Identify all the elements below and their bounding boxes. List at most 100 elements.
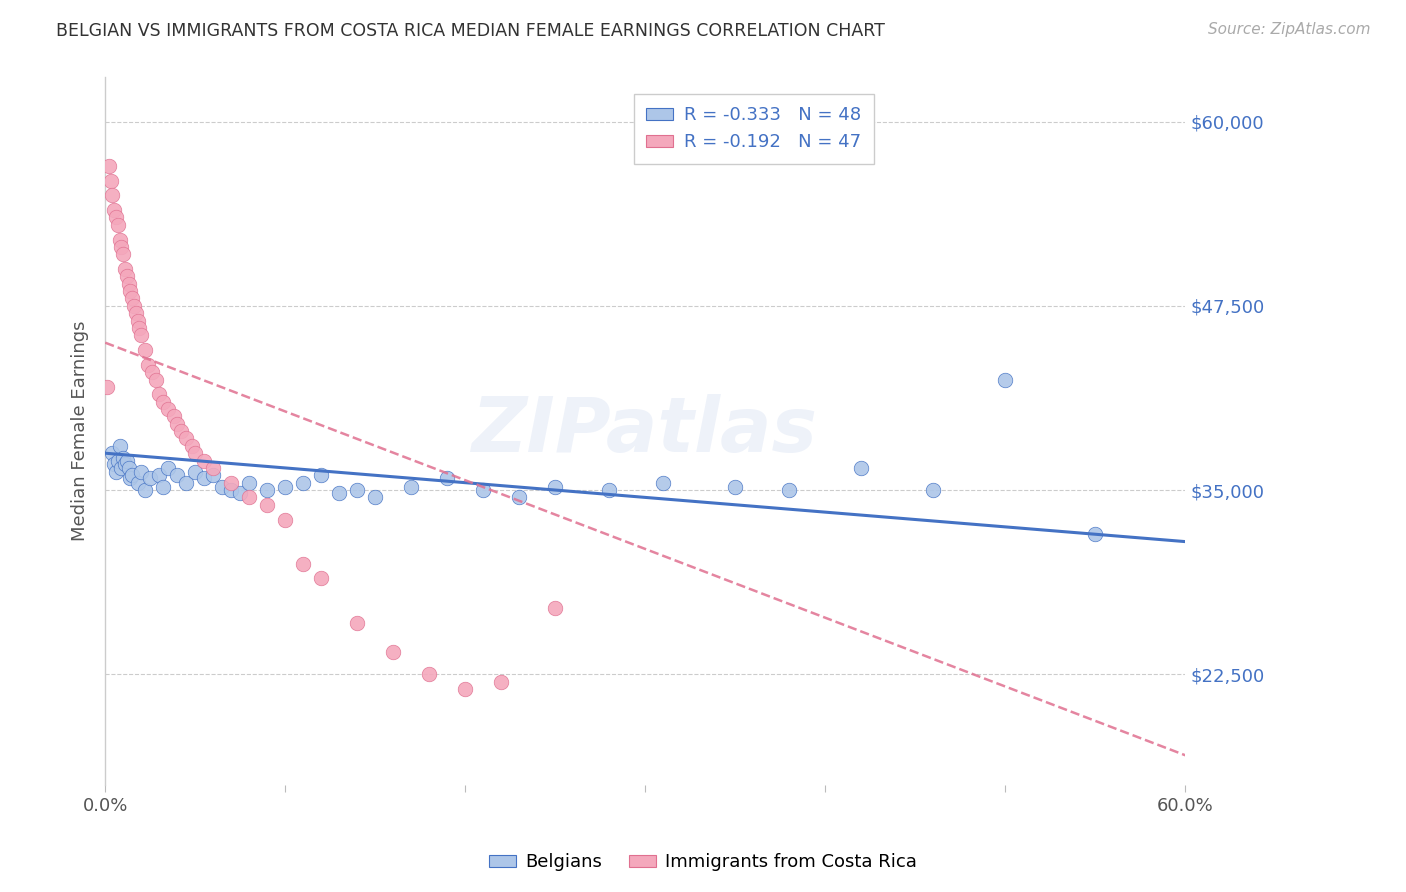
Point bbox=[238, 475, 260, 490]
Point bbox=[120, 284, 142, 298]
Point bbox=[114, 262, 136, 277]
Point bbox=[184, 466, 207, 480]
Point bbox=[121, 292, 143, 306]
Legend: Belgians, Immigrants from Costa Rica: Belgians, Immigrants from Costa Rica bbox=[482, 847, 924, 879]
Point bbox=[256, 483, 278, 497]
Point bbox=[382, 645, 405, 659]
Point bbox=[122, 299, 145, 313]
Point bbox=[115, 269, 138, 284]
Point bbox=[125, 306, 148, 320]
Point bbox=[219, 483, 242, 497]
Point bbox=[121, 468, 143, 483]
Point bbox=[508, 491, 530, 505]
Point bbox=[100, 173, 122, 187]
Point bbox=[274, 512, 297, 526]
Point bbox=[170, 424, 193, 438]
Point bbox=[174, 432, 197, 446]
Point bbox=[114, 457, 136, 471]
Point bbox=[110, 240, 132, 254]
Point bbox=[117, 277, 139, 291]
Point bbox=[145, 372, 167, 386]
Point bbox=[138, 358, 160, 372]
Point bbox=[134, 483, 156, 497]
Point bbox=[107, 453, 129, 467]
Point bbox=[108, 233, 131, 247]
Text: ZIPatlas: ZIPatlas bbox=[472, 394, 818, 468]
Point bbox=[105, 211, 128, 225]
Point bbox=[346, 483, 368, 497]
Point bbox=[148, 387, 170, 401]
Point bbox=[454, 681, 477, 696]
Point bbox=[162, 409, 184, 424]
Point bbox=[152, 394, 174, 409]
Point bbox=[127, 475, 149, 490]
Point bbox=[193, 471, 215, 485]
Point bbox=[418, 667, 440, 681]
Point bbox=[219, 475, 242, 490]
Text: BELGIAN VS IMMIGRANTS FROM COSTA RICA MEDIAN FEMALE EARNINGS CORRELATION CHART: BELGIAN VS IMMIGRANTS FROM COSTA RICA ME… bbox=[56, 22, 886, 40]
Point bbox=[112, 247, 135, 261]
Point bbox=[922, 483, 945, 497]
Point bbox=[139, 471, 162, 485]
Point bbox=[166, 468, 188, 483]
Point bbox=[157, 461, 180, 475]
Point bbox=[1084, 527, 1107, 541]
Point bbox=[96, 380, 118, 394]
Point bbox=[309, 571, 332, 585]
Point bbox=[108, 439, 131, 453]
Point bbox=[994, 372, 1017, 386]
Point bbox=[202, 468, 225, 483]
Point bbox=[274, 480, 297, 494]
Point bbox=[238, 491, 260, 505]
Point bbox=[117, 461, 139, 475]
Point bbox=[129, 328, 152, 343]
Point bbox=[544, 601, 567, 615]
Point bbox=[101, 446, 124, 460]
Text: Source: ZipAtlas.com: Source: ZipAtlas.com bbox=[1208, 22, 1371, 37]
Point bbox=[180, 439, 202, 453]
Point bbox=[211, 480, 233, 494]
Point bbox=[328, 486, 350, 500]
Point bbox=[399, 480, 422, 494]
Point bbox=[97, 159, 120, 173]
Point bbox=[491, 674, 513, 689]
Point bbox=[544, 480, 567, 494]
Point bbox=[127, 313, 149, 327]
Y-axis label: Median Female Earnings: Median Female Earnings bbox=[72, 321, 89, 541]
Legend: R = -0.333   N = 48, R = -0.192   N = 47: R = -0.333 N = 48, R = -0.192 N = 47 bbox=[634, 94, 875, 164]
Point bbox=[292, 475, 315, 490]
Point bbox=[112, 450, 135, 465]
Point bbox=[128, 321, 150, 335]
Point bbox=[107, 218, 129, 232]
Point bbox=[598, 483, 620, 497]
Point bbox=[229, 486, 252, 500]
Point bbox=[152, 480, 174, 494]
Point bbox=[292, 557, 315, 571]
Point bbox=[851, 461, 873, 475]
Point bbox=[472, 483, 495, 497]
Point bbox=[134, 343, 156, 357]
Point bbox=[724, 480, 747, 494]
Point bbox=[129, 466, 152, 480]
Point bbox=[115, 453, 138, 467]
Point bbox=[103, 202, 125, 217]
Point bbox=[202, 461, 225, 475]
Point bbox=[256, 498, 278, 512]
Point bbox=[193, 453, 215, 467]
Point bbox=[166, 417, 188, 431]
Point bbox=[120, 471, 142, 485]
Point bbox=[436, 471, 458, 485]
Point bbox=[110, 461, 132, 475]
Point bbox=[364, 491, 387, 505]
Point bbox=[174, 475, 197, 490]
Point bbox=[652, 475, 675, 490]
Point bbox=[309, 468, 332, 483]
Point bbox=[157, 402, 180, 417]
Point bbox=[148, 468, 170, 483]
Point bbox=[184, 446, 207, 460]
Point bbox=[103, 457, 125, 471]
Point bbox=[141, 365, 163, 379]
Point bbox=[778, 483, 800, 497]
Point bbox=[105, 466, 128, 480]
Point bbox=[346, 615, 368, 630]
